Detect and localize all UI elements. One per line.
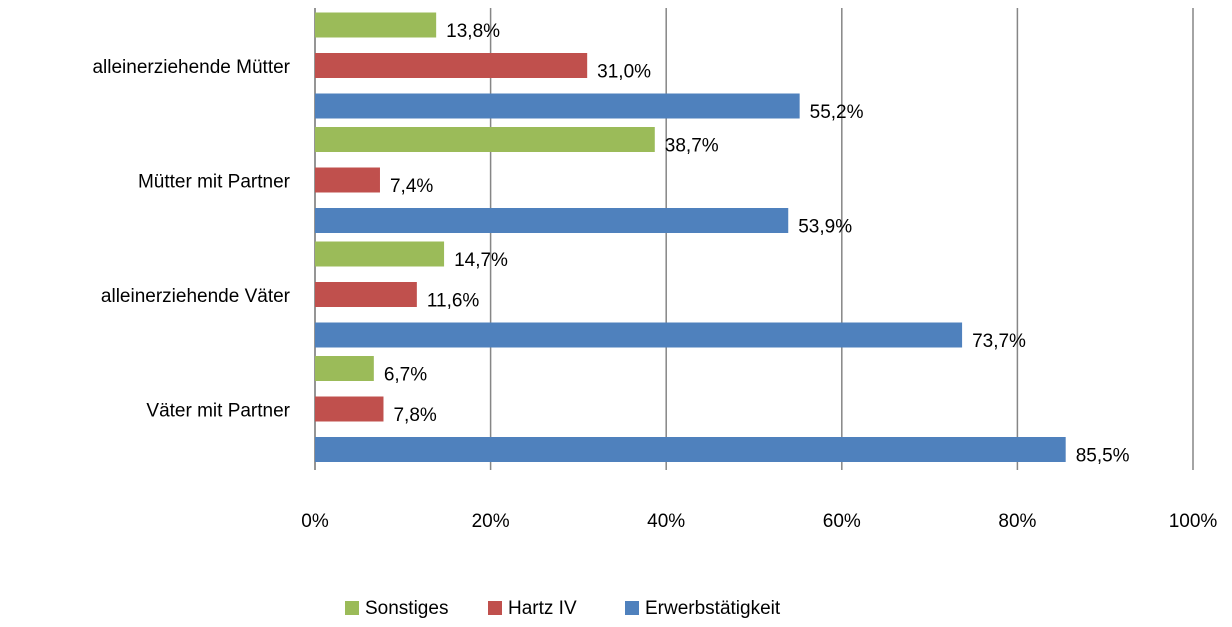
bar — [315, 208, 789, 233]
bar — [315, 12, 437, 38]
legend-swatch — [488, 601, 502, 615]
bar — [315, 356, 374, 381]
y-tick-label: alleinerziehende Väter — [101, 286, 291, 307]
x-tick-label: 80% — [998, 511, 1036, 532]
legend-swatch — [345, 601, 359, 615]
x-tick-label: 20% — [472, 511, 510, 532]
bar — [315, 93, 800, 119]
value-label: 13,8% — [446, 21, 500, 42]
bar — [315, 167, 380, 193]
legend-label: Hartz IV — [508, 598, 577, 619]
value-label: 73,7% — [972, 331, 1026, 352]
y-tick-label: alleinerziehende Mütter — [92, 57, 290, 78]
legend-swatch — [625, 601, 639, 615]
x-tick-label: 40% — [647, 511, 685, 532]
legend-label: Erwerbstätigkeit — [645, 598, 781, 619]
bar — [315, 241, 445, 267]
y-tick-label: Väter mit Partner — [146, 401, 290, 422]
value-label: 7,8% — [393, 405, 436, 426]
value-label: 85,5% — [1076, 446, 1130, 467]
value-label: 11,6% — [427, 291, 480, 312]
value-label: 31,0% — [597, 62, 651, 83]
value-label: 53,9% — [798, 217, 852, 238]
value-label: 6,7% — [384, 365, 427, 386]
value-label: 14,7% — [454, 250, 508, 271]
bar — [315, 127, 655, 152]
bar — [315, 53, 588, 78]
bar — [315, 322, 963, 348]
legend-label: Sonstiges — [365, 598, 448, 619]
x-tick-label: 100% — [1169, 511, 1218, 532]
bar — [315, 437, 1066, 462]
value-label: 55,2% — [810, 102, 864, 123]
value-label: 38,7% — [665, 136, 719, 157]
x-tick-label: 0% — [301, 511, 329, 532]
x-tick-label: 60% — [823, 511, 861, 532]
bar — [315, 282, 417, 307]
value-label: 7,4% — [390, 176, 433, 197]
bar — [315, 396, 384, 422]
y-tick-label: Mütter mit Partner — [138, 172, 291, 193]
